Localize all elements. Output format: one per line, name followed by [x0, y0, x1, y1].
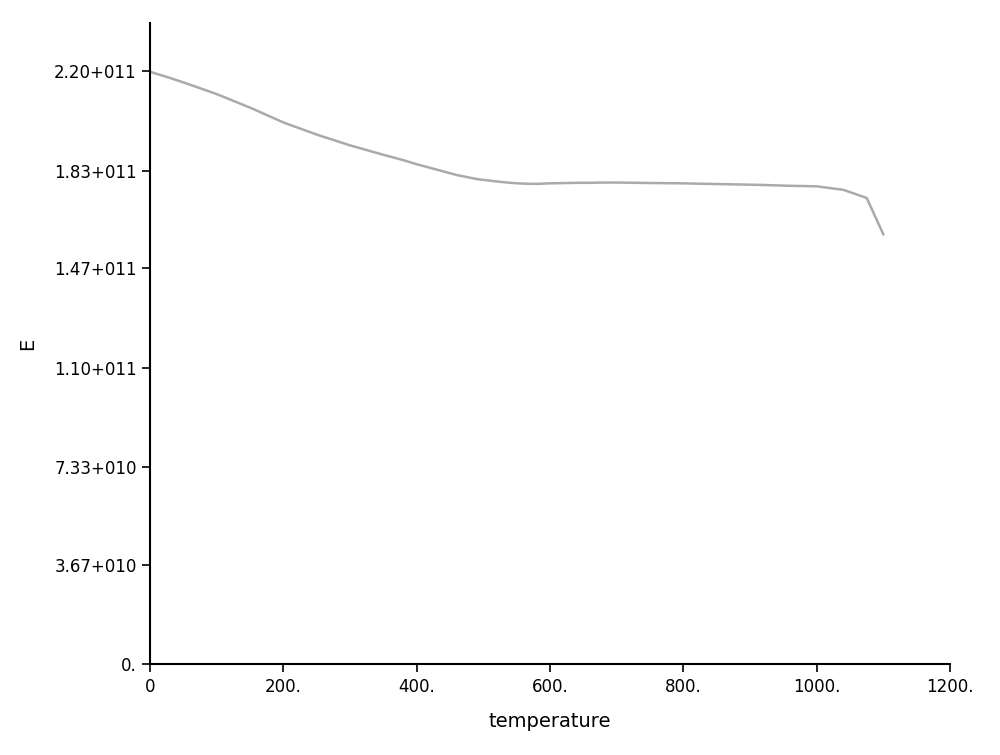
X-axis label: temperature: temperature: [489, 712, 611, 732]
Y-axis label: E: E: [19, 337, 38, 350]
